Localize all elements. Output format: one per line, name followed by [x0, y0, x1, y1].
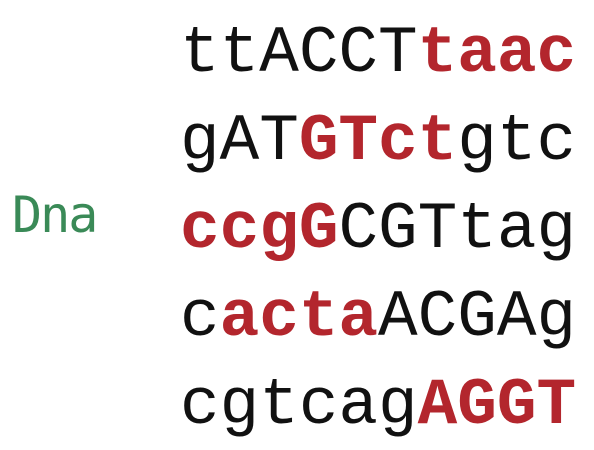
- sequence-segment: gAT: [180, 104, 299, 179]
- sequence-list: ttACCTtaac gATGTctgtc ccgGCGTtag cactaACGAg…: [180, 10, 590, 450]
- sequence-segment: c: [180, 280, 220, 355]
- highlighted-segment: ccgG: [180, 192, 339, 267]
- sequence-segment: ttACCT: [180, 16, 418, 91]
- sequence-segment: CGTtag: [338, 192, 577, 267]
- highlighted-segment: taac: [417, 16, 577, 91]
- sequence-segment: ACGAg: [378, 280, 577, 355]
- highlighted-segment: GTct: [298, 104, 458, 179]
- sequence-line: gATGTctgtc: [180, 98, 590, 186]
- sequence-segment: cgtcag: [180, 368, 418, 443]
- sequence-line: cgtcagAGGT: [180, 362, 590, 450]
- sequence-line: cactaACGAg: [180, 274, 590, 362]
- sequence-line: ttACCTtaac: [180, 10, 590, 98]
- highlighted-segment: AGGT: [417, 368, 577, 443]
- sequence-segment: gtc: [457, 104, 577, 179]
- highlighted-segment: acta: [219, 280, 379, 355]
- dna-label: Dna: [12, 186, 98, 244]
- sequence-line: ccgGCGTtag: [180, 186, 590, 274]
